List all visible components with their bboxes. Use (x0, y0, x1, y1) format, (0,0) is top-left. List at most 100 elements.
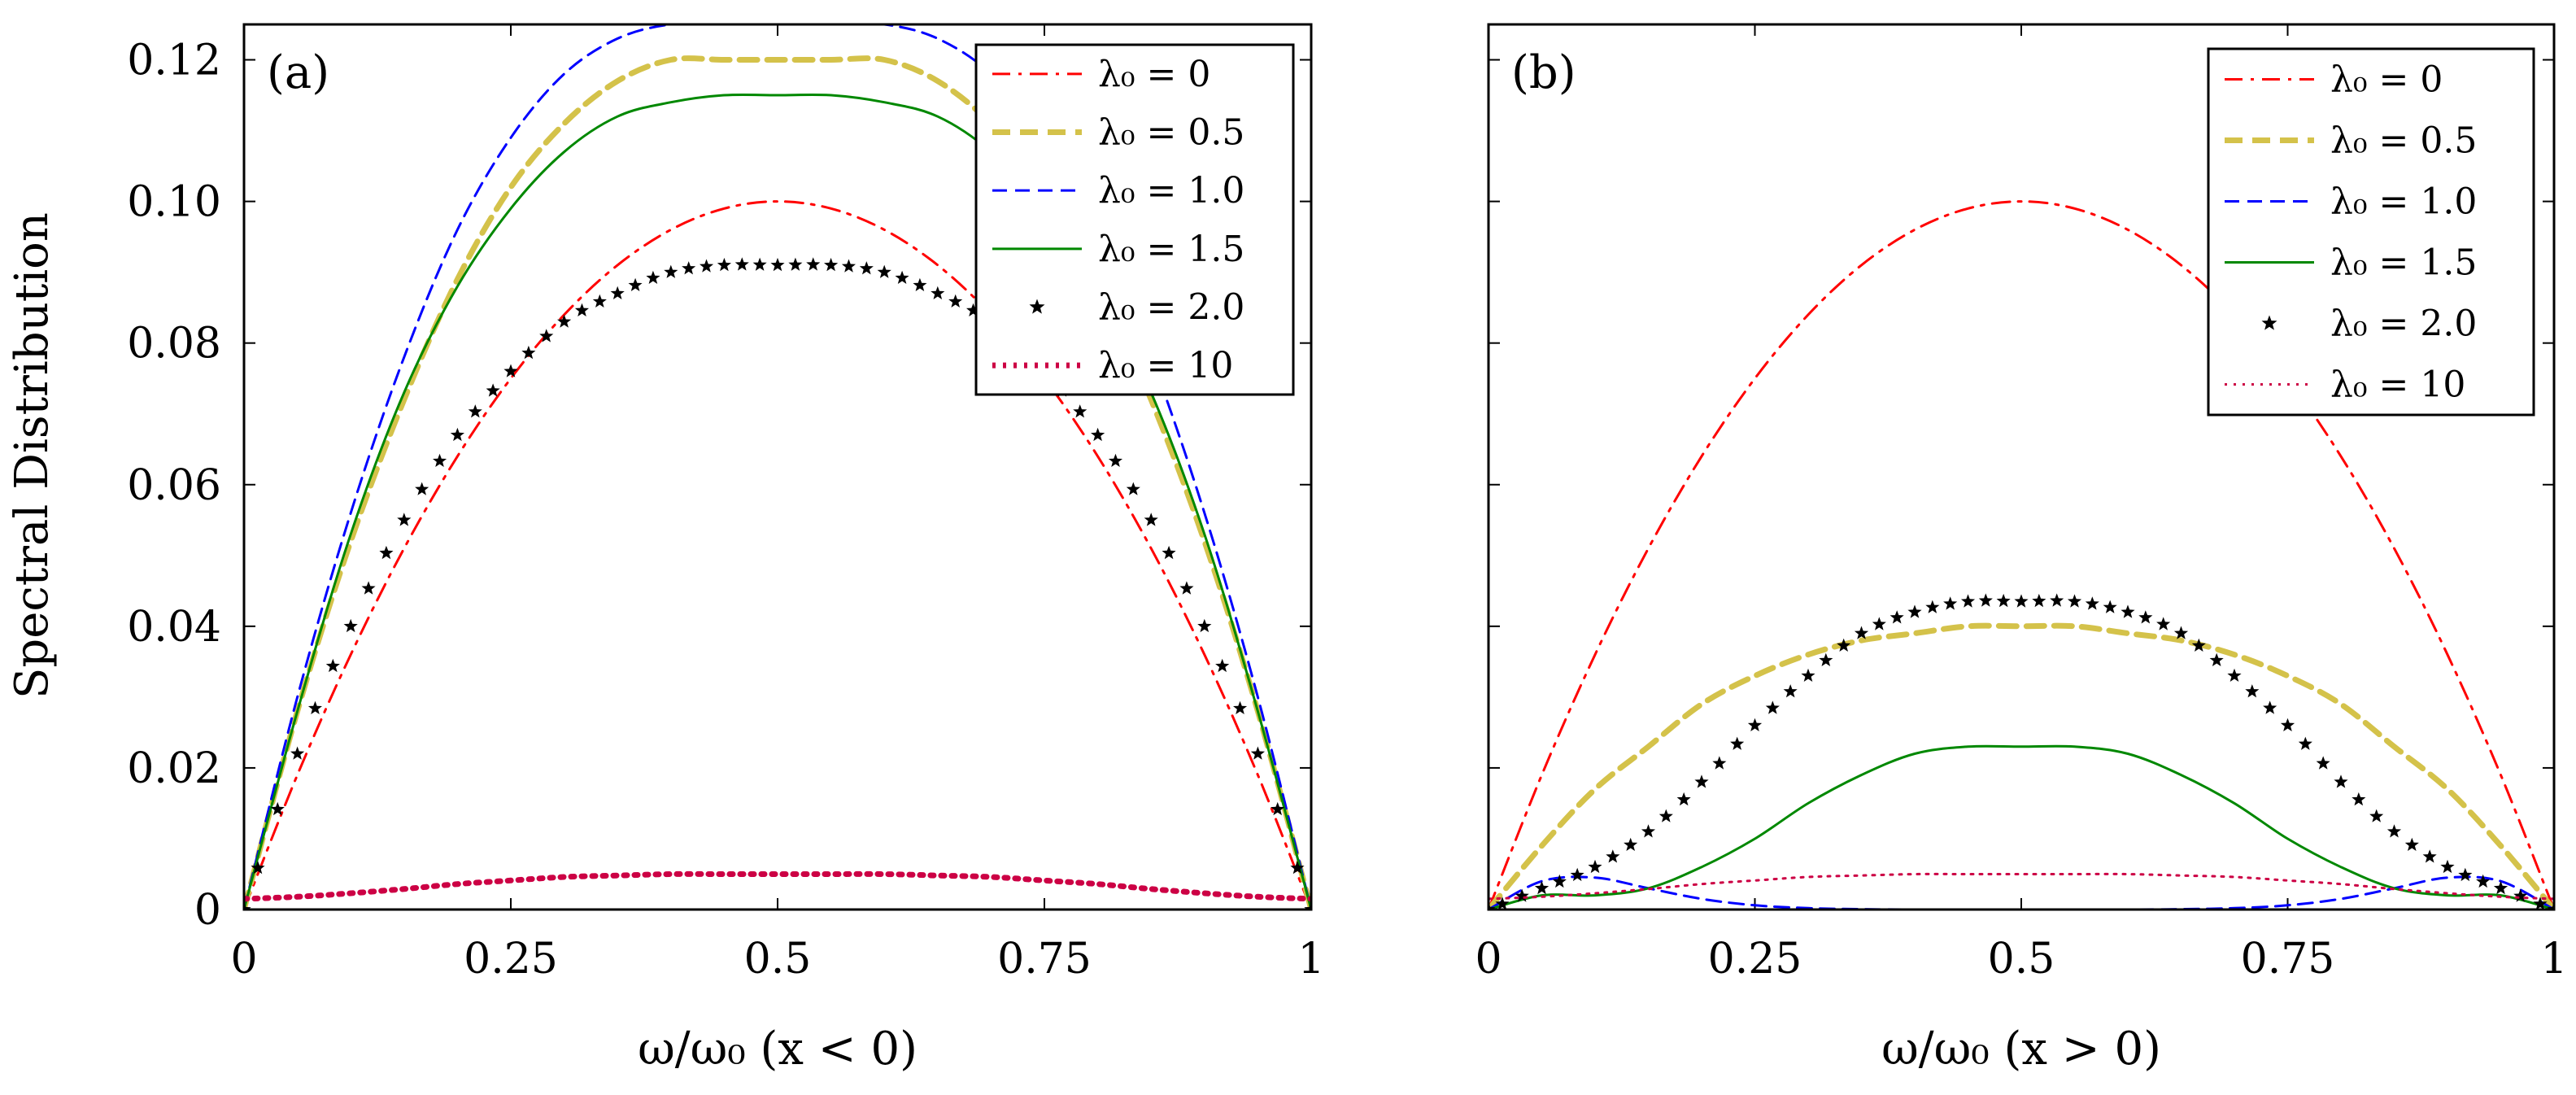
star-point (1215, 658, 1230, 673)
star-point (433, 453, 447, 467)
star-point (2422, 849, 2437, 863)
star-point (2103, 600, 2117, 613)
star-point (1126, 482, 1140, 495)
star-point (2440, 859, 2455, 874)
star-point (2245, 684, 2260, 698)
panel-a: 0 0.25 0.5 0.75 1 0 0.02 0.04 0.06 0.08 0.10 0.12 (a… (127, 23, 1325, 1075)
star-point (682, 261, 696, 275)
star-point (1570, 867, 1584, 882)
legend-label: λ₀ = 10 (2330, 364, 2465, 406)
star-point (1676, 792, 1691, 806)
plot-frame (1487, 23, 2556, 911)
star-point (2404, 837, 2419, 851)
star-point (2138, 610, 2153, 624)
star-point (2298, 736, 2312, 750)
panel-label: (a) (267, 46, 329, 99)
series-line (244, 200, 1311, 910)
star-point (1515, 888, 1529, 902)
star-point (1694, 774, 1709, 788)
star-point (841, 259, 856, 273)
star-point (1765, 700, 1780, 714)
star-point (539, 329, 554, 342)
x-tick-label: 0.75 (997, 935, 1092, 984)
legend-label: λ₀ = 0.5 (2330, 120, 2477, 162)
star-point (468, 404, 482, 418)
star-point (574, 303, 589, 316)
y-tick-label: 0.02 (127, 744, 221, 793)
series-line (244, 93, 1311, 910)
star-point (1872, 617, 1886, 630)
star-point (913, 277, 927, 291)
star-point (2476, 874, 2491, 888)
x-tick-label: 1 (1297, 935, 1324, 984)
star-point (824, 257, 839, 272)
star-point (966, 303, 981, 316)
star-point (1108, 453, 1122, 467)
panel-b: 0 0.25 0.5 0.75 1(b)ω/ω₀ (x > 0)λ₀ = 0λ₀ = 0… (1475, 23, 2568, 1075)
star-point (2386, 824, 2402, 838)
star-point (1233, 700, 1248, 714)
star-point (2533, 897, 2548, 910)
star-point (1162, 545, 1176, 560)
star-point (1978, 593, 1993, 607)
star-point (1250, 746, 1265, 760)
star-point (948, 294, 963, 308)
legend-box (2207, 47, 2535, 417)
star-point (877, 264, 891, 278)
star-point (1290, 861, 1305, 875)
star-point (806, 257, 821, 271)
legend-label: λ₀ = 1.5 (1098, 229, 1244, 270)
star-point (788, 257, 803, 271)
star-point (1837, 638, 1851, 652)
star-point (2547, 902, 2554, 910)
star-point (1925, 600, 1940, 613)
star-point (2209, 652, 2224, 666)
star-point (2085, 596, 2099, 610)
plot-area (244, 24, 1311, 910)
star-point (244, 902, 251, 910)
star-point (664, 264, 678, 278)
star-point (1658, 809, 1673, 822)
star-point (290, 746, 305, 760)
star-point (770, 257, 785, 272)
star-point (503, 364, 518, 377)
x-tick-label: 1 (2540, 935, 2567, 984)
y-tick-label: 0.12 (127, 37, 221, 85)
star-point (325, 658, 340, 673)
star-point (646, 270, 660, 284)
star-point (1552, 874, 1567, 888)
star-point (2280, 718, 2295, 731)
x-tick-label: 0.5 (744, 935, 812, 984)
y-tick-label: 0 (194, 886, 221, 935)
star-point (270, 801, 285, 816)
star-point (361, 581, 376, 595)
star-point (1712, 756, 1727, 770)
star-point (486, 383, 500, 397)
star-point (1783, 684, 1798, 698)
star-point (859, 261, 874, 275)
legend-box (974, 43, 1295, 396)
legend-label: λ₀ = 1.0 (1098, 170, 1244, 212)
star-point (2263, 700, 2277, 714)
star-point (592, 294, 607, 308)
star-point (450, 427, 464, 442)
star-point (2352, 792, 2366, 806)
star-point (1854, 626, 1869, 639)
y-axis-label: Spectral Distribution (6, 212, 59, 699)
star-point (379, 545, 394, 560)
star-point (521, 345, 536, 360)
legend-star-swatch (2261, 315, 2277, 330)
star-point (1144, 513, 1158, 526)
legend-star-swatch (1029, 299, 1045, 314)
star-point (2227, 668, 2242, 682)
star-point (251, 861, 265, 875)
star-point (2191, 638, 2206, 652)
legend: λ₀ = 0 λ₀ = 0.5 λ₀ = 1.0 λ₀ = 1.5 λ₀ = 2.0 λ₀… (974, 43, 1295, 396)
plot-frame (242, 23, 1313, 911)
star-point (415, 482, 429, 495)
star-point (343, 618, 358, 633)
star-point (610, 286, 625, 299)
series-line (1489, 875, 2554, 910)
star-point (2173, 626, 2189, 639)
